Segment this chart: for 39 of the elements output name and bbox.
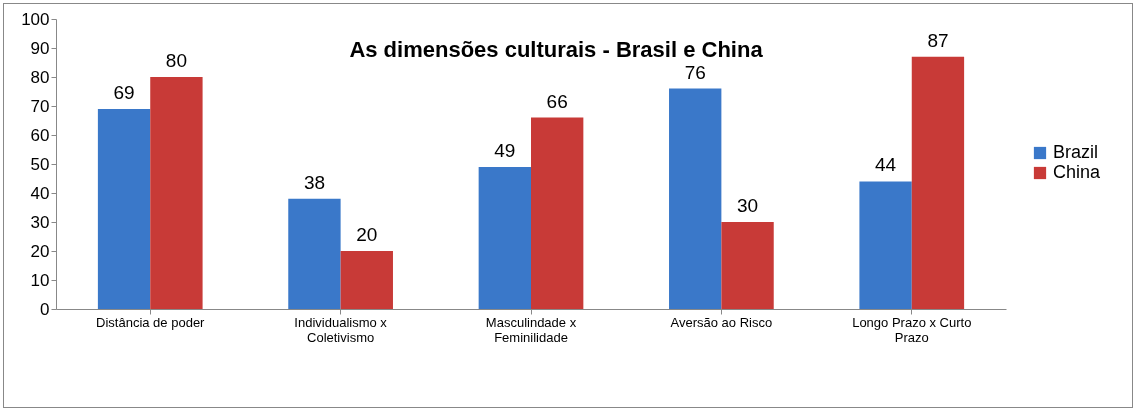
bar — [721, 222, 774, 309]
data-label: 80 — [165, 50, 187, 71]
data-label: 87 — [927, 29, 949, 51]
data-label: 76 — [684, 61, 706, 83]
bar — [478, 166, 531, 309]
data-label: 30 — [736, 195, 759, 216]
x-tick-label: Distância de poder — [96, 314, 206, 330]
y-tick-label: 80 — [30, 67, 50, 87]
bar — [288, 198, 341, 309]
y-tick-label: 90 — [30, 38, 50, 58]
data-label: 69 — [113, 81, 135, 103]
x-tick-label: Longo Prazo x Curto Prazo — [852, 314, 972, 345]
text: As dimensões culturais - Brasil e China — [349, 37, 764, 62]
x-tick-label: Individualismo x Coletivismo — [294, 314, 388, 345]
data-label: 38 — [303, 171, 326, 193]
y-tick-label: 10 — [30, 270, 50, 290]
y-tick-label: 0 — [40, 299, 50, 319]
legend-label: China — [1053, 162, 1102, 182]
data-label: 20 — [356, 224, 378, 245]
y-tick-label: 100 — [21, 9, 50, 29]
bar — [911, 56, 965, 309]
data-label: 49 — [494, 139, 516, 161]
data-label: 66 — [546, 90, 568, 112]
y-tick-label: 50 — [30, 154, 50, 174]
y-tick-label: 70 — [30, 96, 50, 116]
y-tick-label: 40 — [30, 183, 50, 203]
bar — [150, 77, 203, 309]
y-tick-label: 60 — [30, 125, 50, 145]
bar — [859, 181, 912, 309]
y-tick-label: 20 — [30, 241, 50, 261]
x-tick-label: Masculindade x Feminilidade — [485, 314, 577, 345]
legend-label: Brazil — [1053, 142, 1099, 162]
data-label: 44 — [875, 154, 897, 176]
y-tick-label: 30 — [30, 212, 50, 232]
bar — [97, 108, 151, 309]
bar — [531, 117, 584, 309]
bar — [669, 88, 722, 309]
x-tick-label: Aversão ao Risco — [670, 314, 773, 330]
bar — [340, 251, 393, 309]
